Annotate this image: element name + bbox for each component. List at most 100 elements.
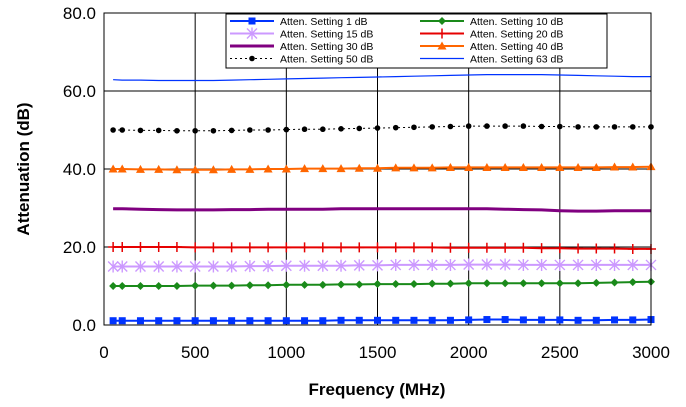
x-tick-label: 500 (181, 343, 209, 362)
data-point (337, 316, 345, 324)
data-point (300, 280, 309, 289)
data-point (174, 127, 180, 134)
data-point (517, 258, 529, 271)
y-tick-labels: 0.0 20.0 40.0 60.0 80.0 (63, 4, 96, 335)
data-point (110, 127, 116, 133)
data-point (283, 126, 290, 133)
data-point (282, 280, 291, 289)
series-7 (110, 123, 654, 134)
data-point (444, 258, 456, 271)
data-point (500, 162, 510, 171)
data-point (228, 127, 235, 134)
data-point (427, 242, 438, 253)
y-tick-label: 80.0 (63, 4, 96, 23)
data-point (392, 316, 400, 324)
data-point (301, 317, 309, 325)
data-point (446, 316, 454, 324)
legend-item: Atten. Setting 63 dB (420, 54, 563, 66)
data-point (317, 259, 329, 272)
data-point (627, 258, 639, 271)
data-point (390, 242, 401, 253)
data-point (108, 242, 119, 252)
data-point (438, 17, 446, 25)
data-point (447, 123, 454, 130)
data-point (189, 260, 201, 273)
data-point (483, 316, 491, 324)
data-point (609, 243, 620, 254)
data-point (299, 259, 311, 272)
data-point (592, 316, 600, 324)
data-point (572, 258, 584, 271)
data-point (172, 282, 181, 290)
data-point (428, 279, 437, 288)
data-point (192, 127, 198, 134)
data-point (573, 162, 583, 171)
data-point (354, 242, 365, 253)
data-point (518, 162, 528, 171)
data-point (155, 127, 162, 134)
series-line (113, 207, 651, 213)
data-point (592, 278, 601, 287)
data-point (609, 258, 621, 271)
legend-label: Atten. Setting 1 dB (280, 16, 368, 28)
data-point (536, 243, 547, 254)
data-point (520, 123, 527, 129)
data-point (190, 165, 200, 174)
legend-item: Atten. Setting 30 dB (230, 41, 373, 53)
legend-label: Atten. Setting 40 dB (470, 41, 563, 53)
data-point (409, 163, 419, 172)
data-point (336, 242, 347, 253)
data-point (374, 125, 381, 131)
data-point (465, 123, 472, 129)
data-point (137, 127, 144, 134)
series-6 (108, 162, 656, 174)
data-point (591, 162, 601, 171)
data-point (575, 124, 581, 130)
data-point (519, 316, 527, 324)
data-point (246, 317, 254, 325)
legend-item: Atten. Setting 20 dB (420, 28, 563, 41)
data-point (155, 317, 163, 325)
data-point (245, 281, 254, 290)
data-point (227, 281, 236, 290)
data-point (538, 123, 545, 130)
x-tick-labels: 0 500 1000 1500 2000 2500 3000 (99, 343, 670, 362)
data-point (153, 260, 165, 273)
data-point (108, 164, 118, 173)
data-point (465, 316, 473, 324)
y-tick-label: 60.0 (63, 82, 96, 101)
data-point (280, 259, 292, 272)
data-point (173, 317, 181, 325)
data-point (228, 317, 236, 325)
data-point (355, 316, 363, 324)
legend-label: Atten. Setting 10 dB (470, 16, 563, 28)
data-point (500, 242, 511, 253)
legend-label: Atten. Setting 15 dB (280, 29, 373, 41)
data-point (226, 260, 238, 273)
data-point (119, 127, 126, 133)
data-point (134, 260, 146, 273)
data-point (354, 163, 364, 172)
data-point (446, 279, 455, 288)
data-point (499, 258, 511, 271)
data-point (464, 279, 473, 288)
data-point (628, 278, 637, 287)
data-point (501, 316, 509, 324)
x-tick-label: 2000 (450, 343, 488, 362)
data-point (481, 258, 493, 271)
data-point (372, 242, 383, 253)
data-point (116, 260, 128, 273)
data-point (107, 260, 119, 273)
data-point (538, 316, 546, 324)
x-tick-label: 0 (99, 343, 108, 362)
data-point (537, 162, 547, 171)
data-point (336, 164, 346, 173)
data-point (374, 316, 381, 324)
data-point (171, 242, 182, 252)
data-point (372, 259, 383, 272)
data-point (207, 260, 219, 273)
data-point (209, 317, 217, 325)
data-point (610, 162, 620, 171)
y-tick-label: 0.0 (72, 316, 96, 335)
